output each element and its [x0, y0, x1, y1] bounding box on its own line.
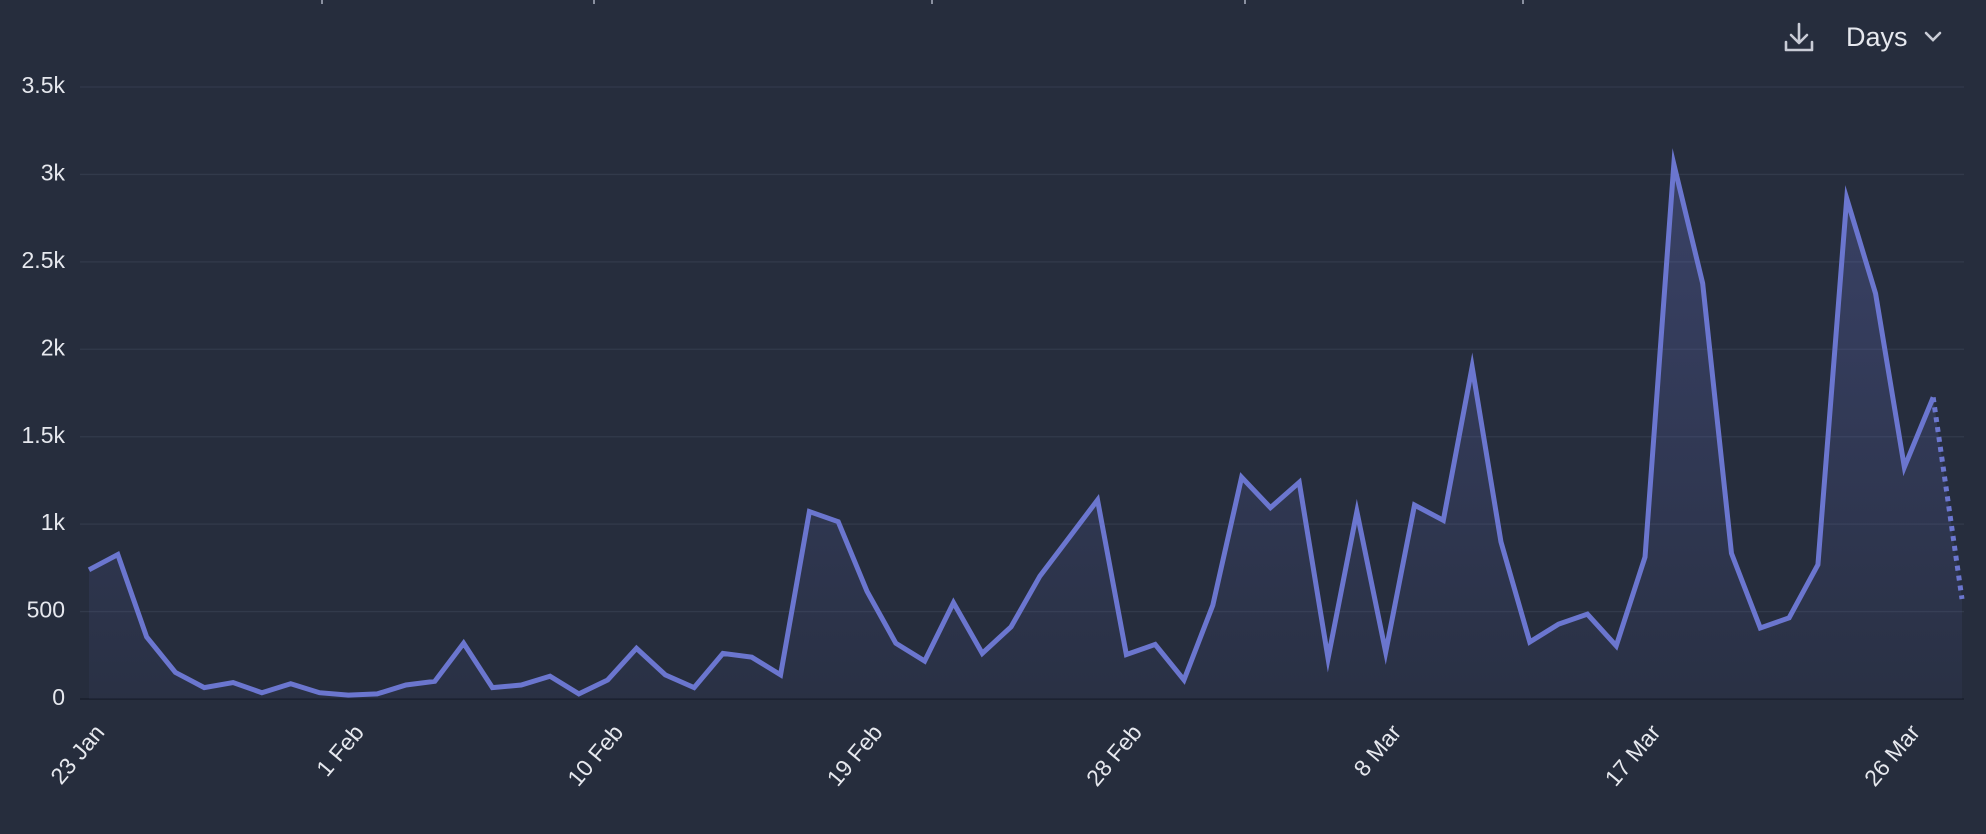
x-tick-label: 1 Feb — [311, 719, 369, 781]
x-tick-label: 17 Mar — [1600, 719, 1666, 791]
line — [87, 148, 1936, 698]
area-fill — [89, 164, 1962, 699]
y-tick-label: 3k — [41, 160, 66, 186]
download-button[interactable] — [1784, 22, 1814, 52]
top-tick-marks — [321, 0, 1524, 4]
y-tick-label: 3.5k — [22, 72, 66, 98]
dropdown-chevron — [1924, 31, 1942, 42]
dotted-segment — [1930, 397, 1965, 600]
x-tick-label: 8 Mar — [1348, 719, 1406, 781]
x-tick-label: 26 Mar — [1859, 719, 1925, 791]
period-label: Days — [1846, 22, 1908, 52]
y-tick-label: 2k — [41, 334, 66, 360]
y-tick-label: 2.5k — [22, 247, 66, 273]
x-tick-label: 10 Feb — [562, 719, 628, 791]
y-tick-label: 500 — [27, 597, 65, 623]
y-tick-label: 0 — [52, 684, 65, 710]
y-tick-label: 1k — [41, 509, 66, 535]
x-tick-label: 28 Feb — [1081, 719, 1147, 791]
x-tick-label: 19 Feb — [822, 719, 888, 791]
x-tick-label: 23 Jan — [45, 719, 109, 789]
y-tick-label: 1.5k — [22, 422, 66, 448]
period-dropdown[interactable]: Days — [1846, 22, 1942, 52]
